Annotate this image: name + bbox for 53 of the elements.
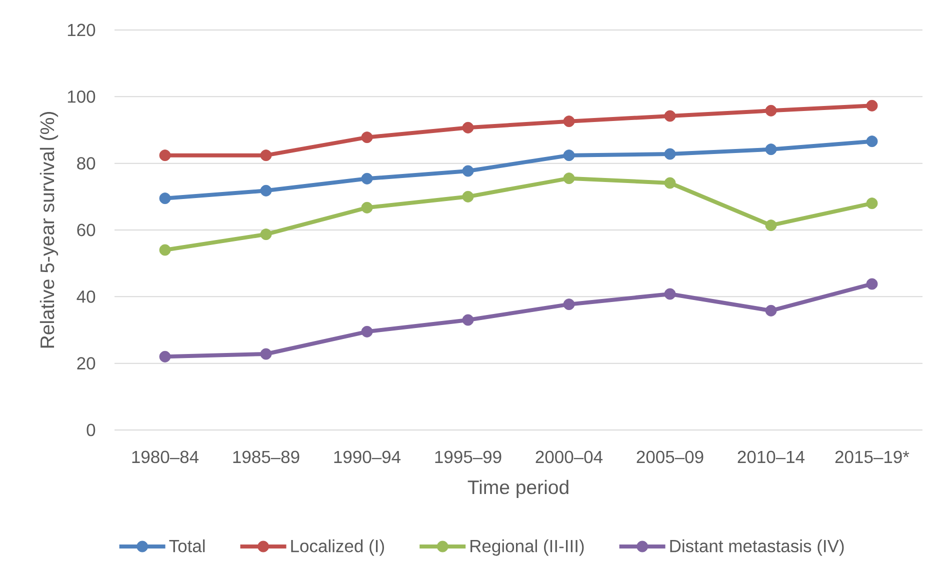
point [260, 150, 272, 162]
legend-label: Total [169, 539, 205, 552]
point [159, 244, 171, 256]
point [765, 104, 777, 116]
point [866, 100, 878, 112]
point [260, 348, 272, 360]
point [462, 190, 474, 202]
y-tick-label: 40 [76, 290, 96, 303]
x-tick-label: 2000–04 [536, 450, 603, 464]
point [563, 172, 575, 184]
x-tick-label: 1995–99 [435, 450, 502, 464]
point [765, 304, 777, 316]
point [664, 177, 676, 189]
point [563, 298, 575, 310]
point [361, 326, 373, 338]
point [462, 122, 474, 134]
x-tick-label: 1980–84 [132, 450, 199, 464]
x-tick-label: 1985–89 [233, 450, 300, 464]
point [361, 132, 373, 144]
point [260, 184, 272, 196]
x-tick-label: 2015–19* [835, 450, 910, 464]
x-tick-label: 1990–94 [334, 450, 401, 464]
legend-label: Regional (II-III) [470, 539, 584, 556]
y-tick-label: 20 [77, 357, 96, 370]
point [159, 192, 171, 204]
point [664, 288, 676, 300]
y-tick-label: 120 [68, 24, 96, 36]
y-tick-label: 0 [86, 424, 96, 436]
point [866, 198, 878, 210]
point [462, 165, 474, 177]
y-tick-label: 100 [68, 90, 96, 103]
point [664, 148, 676, 160]
point [765, 144, 777, 156]
legend-label: Localized (I) [291, 539, 384, 556]
y-tick-label: 60 [77, 224, 96, 236]
point [159, 350, 171, 362]
point [361, 172, 373, 184]
point [563, 116, 575, 128]
legend-label: Distant metastasis (IV) [670, 539, 844, 556]
point [866, 136, 878, 148]
x-axis-title: Time period [468, 480, 568, 498]
x-tick-label: 2005–09 [636, 450, 704, 464]
point [361, 202, 373, 214]
x-tick-label: 2010–14 [738, 450, 805, 464]
y-tick-label: 80 [77, 157, 96, 170]
point [765, 220, 777, 232]
point [462, 314, 474, 326]
point [563, 150, 575, 162]
point [159, 150, 171, 162]
point [866, 278, 878, 290]
y-axis-title: Relative 5-year survival (%) [40, 112, 58, 348]
point [664, 110, 676, 122]
point [260, 228, 272, 240]
